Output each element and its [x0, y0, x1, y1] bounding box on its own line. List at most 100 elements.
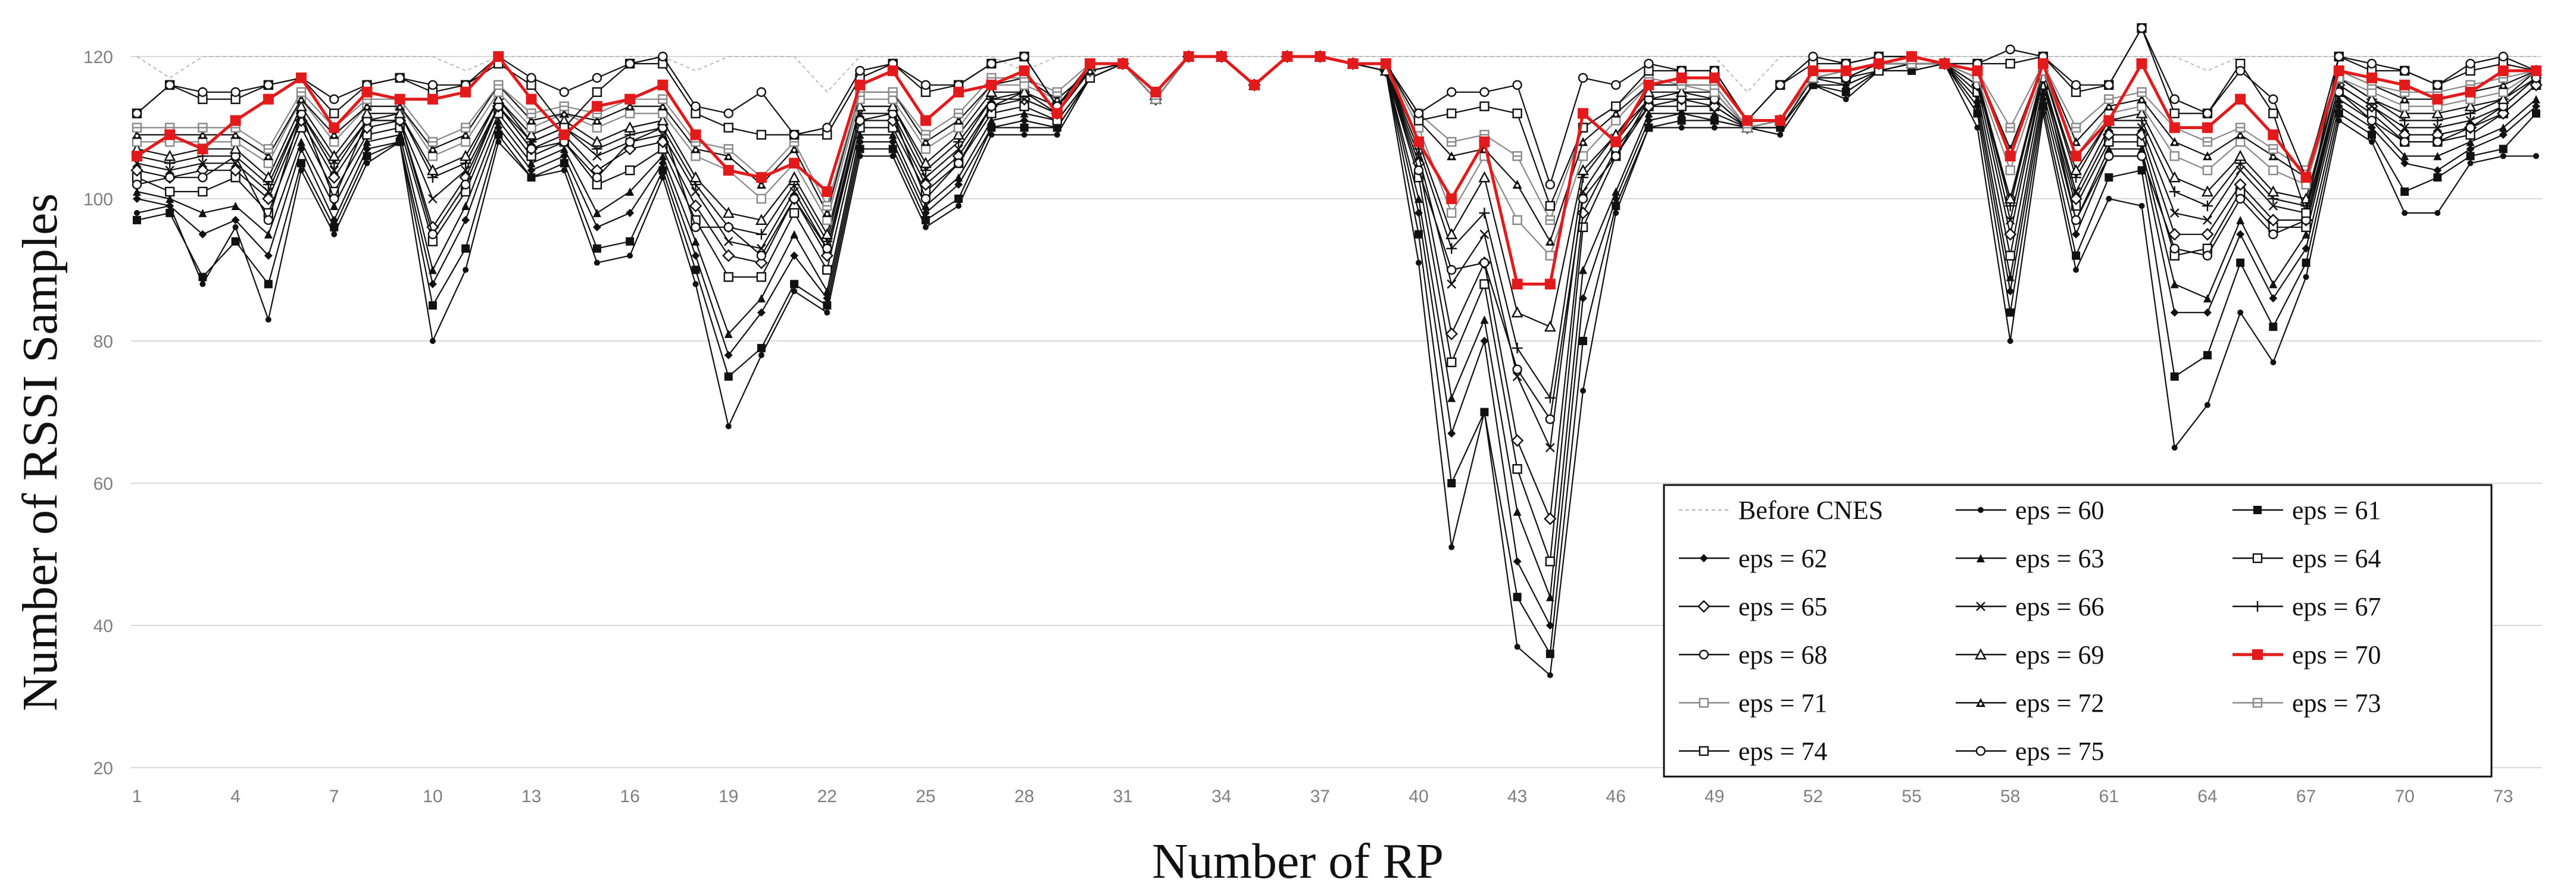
data-point — [789, 130, 800, 140]
data-point — [591, 101, 602, 112]
legend-label: eps = 70 — [2292, 640, 2381, 669]
data-point — [2168, 171, 2181, 183]
data-point — [887, 65, 898, 76]
series-line — [136, 55, 2536, 286]
data-point — [559, 108, 569, 118]
data-point — [920, 137, 931, 146]
data-point — [886, 100, 899, 111]
data-point — [2006, 308, 2015, 317]
data-point — [1777, 132, 1784, 138]
data-point — [2532, 95, 2540, 104]
x-tick-label: 58 — [2000, 787, 2020, 806]
data-point — [1545, 593, 1554, 602]
data-point — [198, 208, 207, 217]
data-point — [657, 79, 669, 90]
data-point — [133, 215, 141, 224]
data-point — [2433, 123, 2443, 133]
data-point — [2466, 137, 2475, 146]
data-point — [198, 186, 208, 197]
data-point — [2234, 178, 2247, 191]
data-point — [264, 251, 273, 260]
data-point — [2366, 58, 2377, 69]
data-point — [1019, 65, 1030, 76]
data-point — [2268, 144, 2278, 154]
data-point — [1975, 648, 1987, 660]
data-point — [2466, 145, 2475, 154]
data-point — [1841, 80, 1850, 89]
data-point — [986, 79, 997, 90]
data-point — [1446, 193, 1457, 204]
data-point — [2170, 280, 2179, 289]
data-point — [1512, 180, 1522, 189]
data-point — [2169, 108, 2180, 118]
data-point — [2367, 123, 2376, 132]
data-point — [2235, 137, 2246, 147]
legend-item: eps = 74 — [1679, 737, 1827, 766]
legend-item: eps = 60 — [1956, 496, 2104, 525]
data-point — [2499, 130, 2508, 139]
data-point — [1314, 51, 1326, 62]
data-point — [197, 143, 208, 155]
data-point — [953, 86, 964, 98]
x-tick-label: 70 — [2394, 787, 2414, 806]
data-point — [1544, 320, 1556, 332]
data-point — [526, 123, 536, 133]
y-axis-title: Number of RSSI Samples — [13, 193, 68, 711]
data-point — [822, 215, 832, 226]
data-point — [2235, 193, 2246, 204]
data-point — [756, 130, 767, 140]
data-point — [2071, 151, 2082, 162]
data-point — [331, 231, 338, 237]
data-point — [2302, 258, 2310, 267]
data-point — [1544, 278, 1556, 290]
data-point — [526, 144, 536, 154]
data-point — [230, 137, 241, 147]
data-point — [1117, 58, 1129, 69]
x-axis-title: Number of RP — [1152, 834, 1444, 889]
data-point — [1282, 51, 1293, 62]
data-point — [165, 165, 175, 176]
data-point — [527, 166, 536, 175]
data-point — [1545, 621, 1554, 630]
data-point — [164, 129, 176, 140]
data-point — [692, 281, 699, 287]
data-point — [2071, 80, 2081, 90]
data-point — [2069, 192, 2082, 205]
y-tick-label: 80 — [93, 332, 113, 352]
data-point — [1513, 557, 1522, 566]
data-point — [198, 230, 207, 239]
data-point — [889, 153, 896, 159]
data-point — [1084, 58, 1095, 69]
legend-item: eps = 72 — [1956, 689, 2104, 718]
data-point — [329, 108, 339, 118]
data-point — [263, 80, 274, 90]
data-point — [1545, 201, 1556, 211]
data-point — [2169, 137, 2180, 146]
data-point — [1698, 697, 1709, 708]
data-point — [1479, 101, 1490, 111]
data-point — [1052, 87, 1062, 97]
data-point — [1018, 86, 1031, 97]
data-point — [2269, 323, 2278, 331]
data-point — [132, 123, 142, 133]
data-point — [1545, 215, 1556, 226]
data-point — [1677, 109, 1686, 118]
data-point — [2399, 101, 2410, 111]
data-point — [722, 249, 735, 262]
data-point — [527, 173, 536, 182]
data-point — [427, 137, 438, 147]
data-point — [1447, 393, 1456, 402]
data-point — [2399, 65, 2410, 76]
data-point — [1644, 109, 1653, 118]
data-point — [756, 193, 767, 204]
data-point — [1775, 80, 1785, 90]
data-point — [2201, 228, 2214, 241]
data-point — [560, 152, 569, 161]
data-point — [558, 129, 570, 140]
data-point — [1807, 65, 1819, 76]
data-point — [953, 128, 965, 140]
legend-item: eps = 63 — [1956, 544, 2104, 573]
data-point — [1020, 123, 1029, 132]
data-point — [2201, 185, 2213, 197]
data-point — [2138, 202, 2145, 209]
